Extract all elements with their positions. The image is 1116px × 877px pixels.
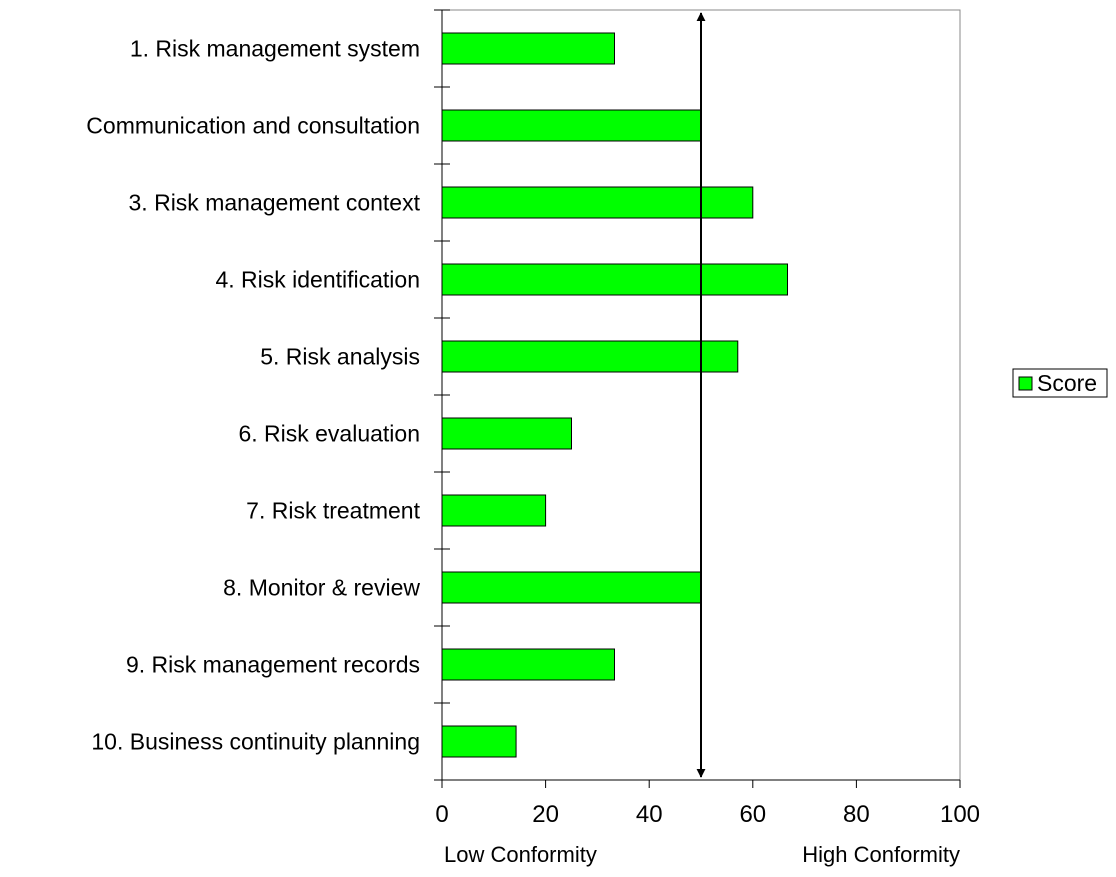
category-label: 8. Monitor & review — [223, 575, 420, 601]
category-label: 9. Risk management records — [126, 652, 420, 678]
category-label: 7. Risk treatment — [246, 498, 420, 524]
bar — [441, 263, 789, 296]
category-label: 10. Business continuity planning — [91, 729, 420, 755]
x-tick-label: 0 — [435, 801, 448, 828]
category-label: Communication and consultation — [86, 113, 420, 139]
category-label: 3. Risk management context — [129, 190, 421, 216]
category-label: 6. Risk evaluation — [238, 421, 420, 447]
bar — [441, 340, 739, 373]
bar — [441, 32, 615, 65]
bar — [441, 725, 517, 758]
bar — [441, 494, 547, 527]
category-label: 5. Risk analysis — [260, 344, 420, 370]
bar — [441, 186, 754, 219]
x-tick-label: 20 — [532, 801, 559, 828]
category-label: 1. Risk management system — [130, 36, 420, 62]
bar-series-score — [441, 32, 789, 758]
high-conformity-label: High Conformity — [802, 842, 960, 867]
x-tick-label: 100 — [940, 801, 980, 828]
value-axis — [441, 779, 961, 788]
x-tick-label: 40 — [636, 801, 663, 828]
legend: Score — [1012, 368, 1108, 398]
tick-labels: 0 20 40 60 80 100 — [435, 801, 980, 828]
category-label: 4. Risk identification — [215, 267, 420, 293]
category-labels: 1. Risk management system Communication a… — [86, 36, 420, 755]
legend-label-score: Score — [1037, 370, 1097, 396]
x-tick-label: 80 — [843, 801, 870, 828]
legend-swatch-score — [1018, 376, 1033, 391]
low-conformity-label: Low Conformity — [444, 842, 597, 867]
bar — [441, 571, 702, 604]
bar — [441, 648, 615, 681]
x-tick-label: 60 — [739, 801, 766, 828]
bar — [441, 109, 702, 142]
bar — [441, 417, 572, 450]
